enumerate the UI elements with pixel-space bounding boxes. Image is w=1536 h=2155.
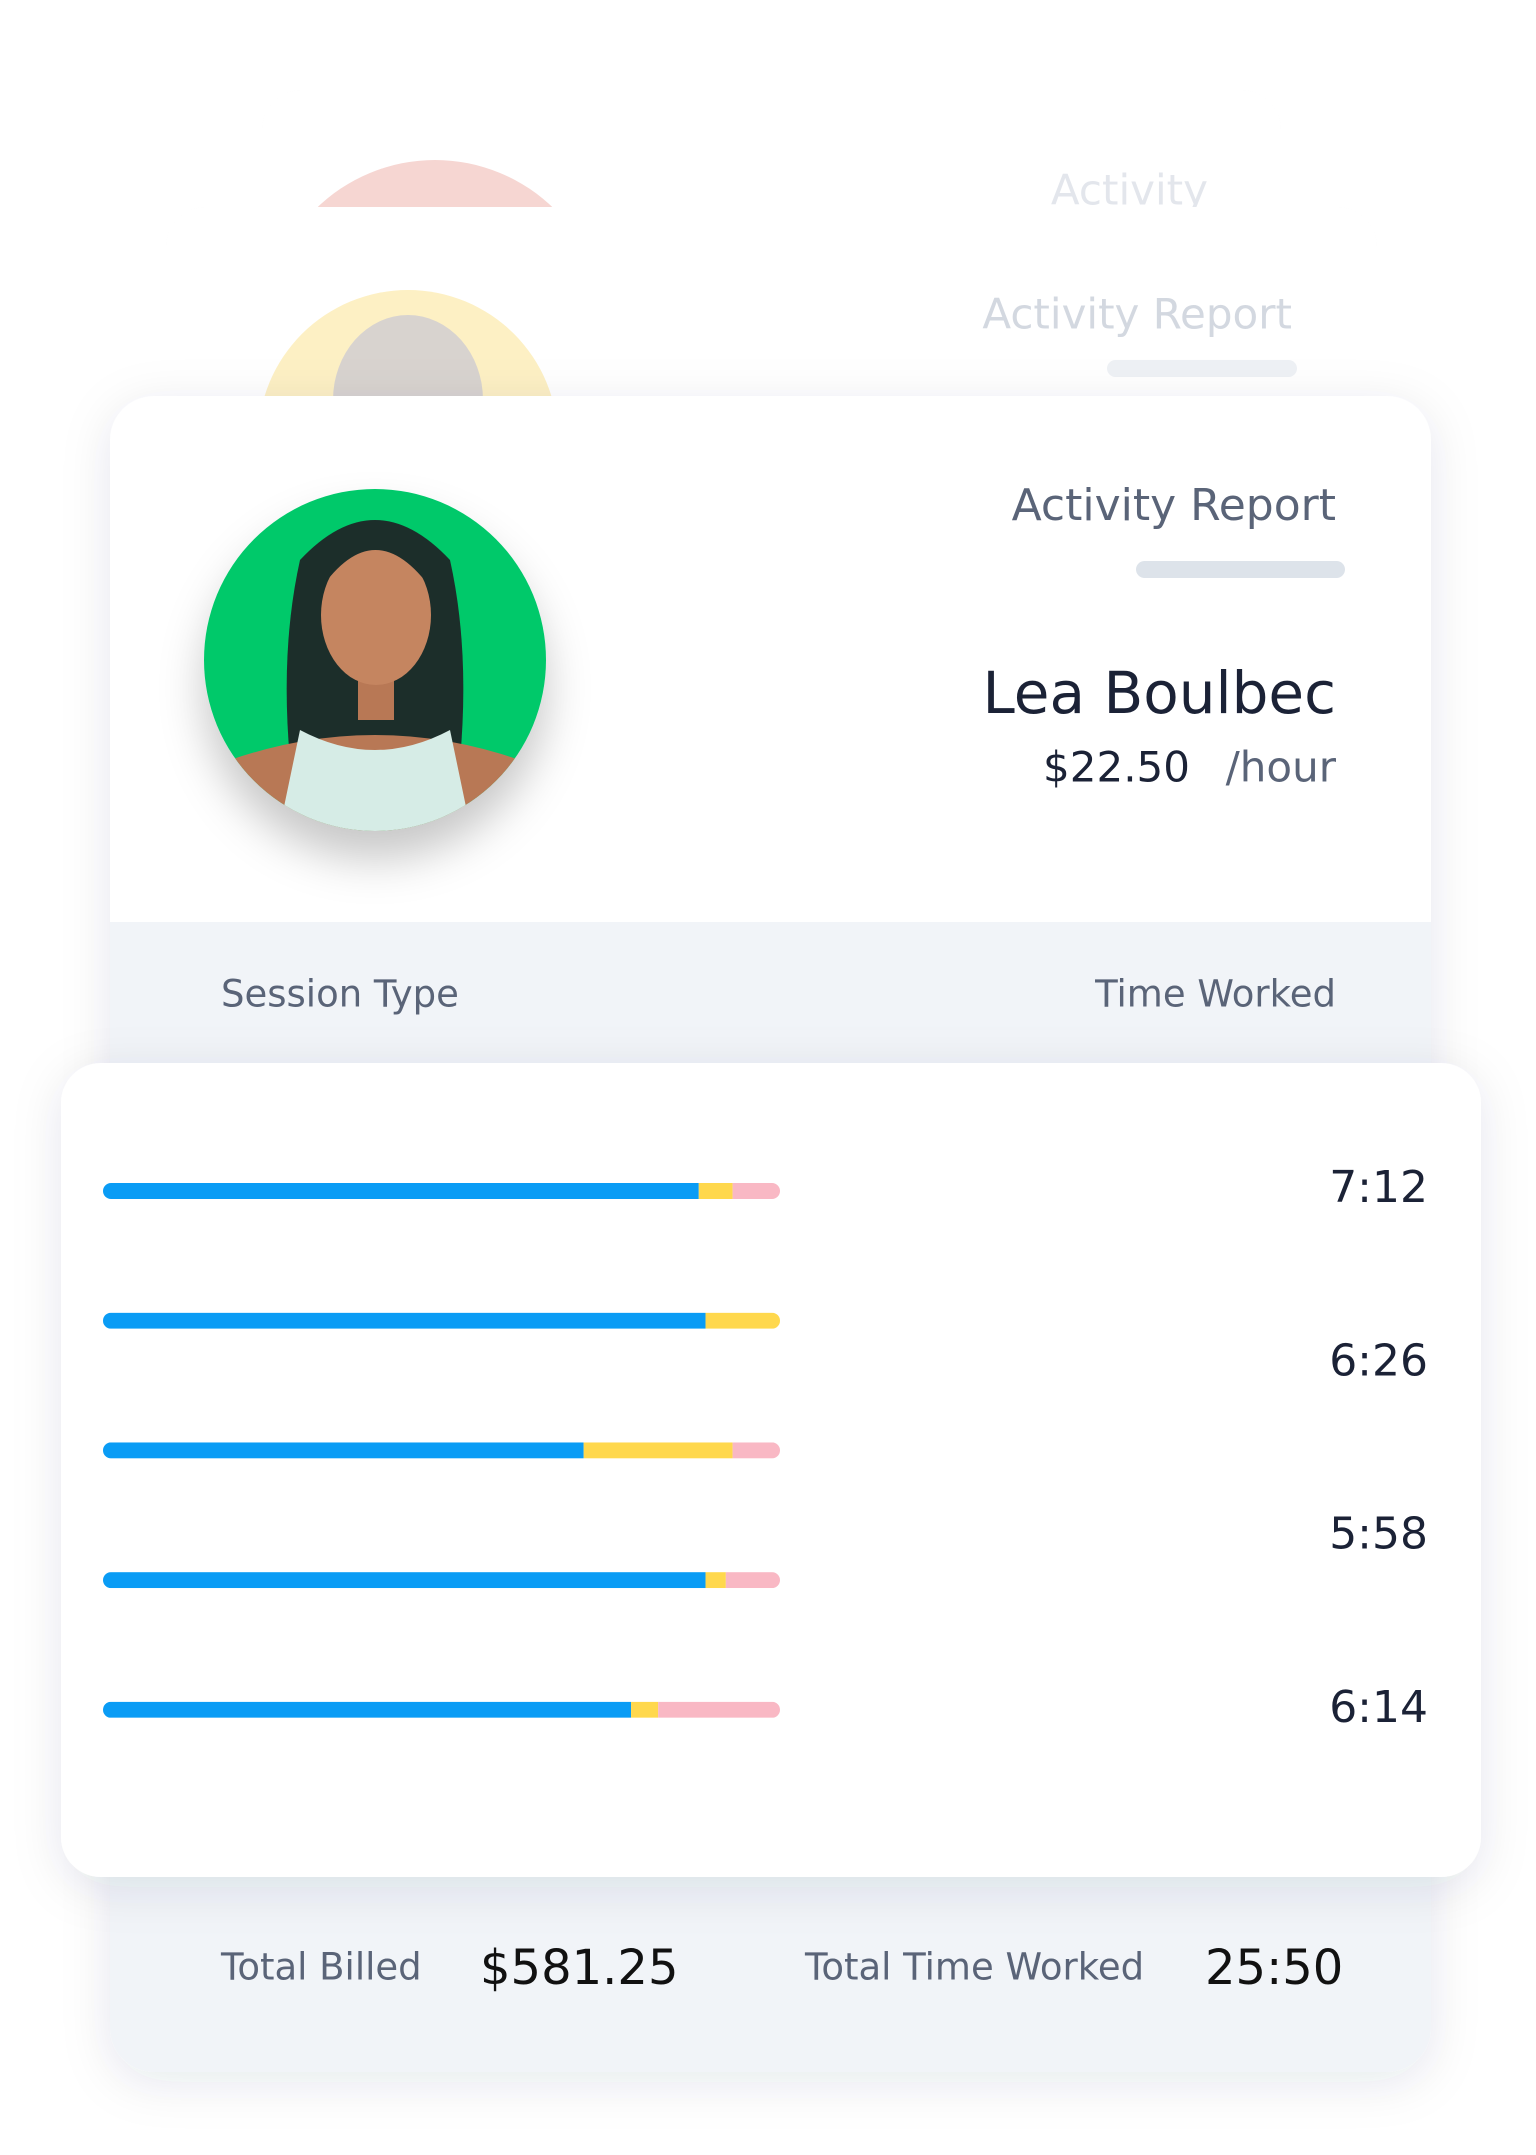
time-worked: 7:12 [1329, 1162, 1428, 1213]
session-bar [103, 1701, 780, 1718]
rate: $22.50 [1043, 743, 1190, 792]
title-underline [1136, 561, 1345, 578]
bar-segment [705, 1312, 780, 1329]
footer-label: Total Time Worked [804, 1946, 1144, 1989]
bar-segment [583, 1442, 733, 1459]
bar-segment [698, 1183, 733, 1199]
employee-name: Lea Boulbec [983, 659, 1337, 727]
bar-segment [725, 1572, 780, 1589]
bar-segment [103, 1572, 706, 1589]
time-worked: 5:58 [1329, 1509, 1428, 1560]
bar-segment [103, 1312, 706, 1329]
column-header: Time Worked [1094, 973, 1336, 1016]
back-underline [1107, 360, 1297, 377]
back-title: Activity [1051, 166, 1208, 215]
bar-segment [103, 1183, 699, 1199]
bar-segment [103, 1442, 584, 1459]
time-worked: 6:26 [1329, 1335, 1428, 1386]
footer-value: $581.25 [480, 1940, 679, 1996]
sessions-card: 7:12 6:26 5:58 6:14 [61, 1063, 1481, 1877]
bar-segment [658, 1701, 780, 1718]
back-title: Activity Report [982, 290, 1292, 339]
report-title: Activity Report [1012, 480, 1336, 531]
session-bar [103, 1442, 780, 1459]
bar-segment [103, 1701, 632, 1718]
bar-segment [732, 1183, 780, 1199]
bar-segment [732, 1442, 780, 1459]
bar-segment [631, 1701, 659, 1718]
footer-value: 25:50 [1205, 1940, 1343, 1996]
session-bar [103, 1183, 780, 1199]
time-worked: 6:14 [1329, 1682, 1428, 1733]
rate-unit: /hour [1226, 743, 1337, 792]
column-header: Session Type [221, 973, 459, 1016]
bar-segment [705, 1572, 726, 1589]
session-bar [103, 1312, 780, 1329]
session-bar [103, 1572, 780, 1589]
footer-label: Total Billed [220, 1946, 422, 1989]
